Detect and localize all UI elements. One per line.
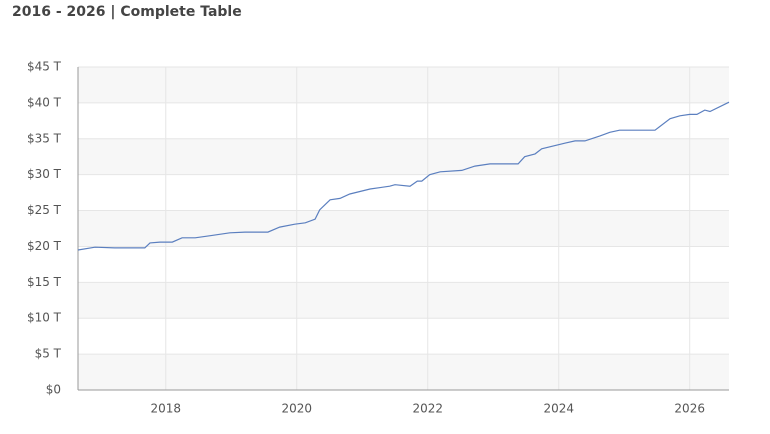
x-tick-label: 2026 — [674, 402, 705, 416]
x-tick-label: 2018 — [150, 402, 181, 416]
y-tick-label: $20 T — [27, 239, 62, 253]
background — [78, 66, 729, 391]
grid-band — [78, 282, 729, 319]
x-tick-label: 2020 — [281, 402, 312, 416]
y-tick-label: $35 T — [27, 131, 62, 145]
y-tick-label: $10 T — [27, 311, 62, 325]
line-series — [77, 101, 730, 251]
x-tick-label: 2022 — [412, 402, 443, 416]
grid-band — [78, 67, 729, 103]
grid-band — [78, 138, 729, 175]
y-tick-label: $45 T — [27, 60, 62, 74]
chart-title: 2016 - 2026 | Complete Table — [12, 4, 242, 20]
y-tick-label: $40 T — [27, 95, 62, 109]
grid-band — [78, 354, 729, 390]
y-tick-label: $15 T — [27, 275, 62, 289]
grid-band — [78, 210, 729, 247]
y-tick-label: $25 T — [27, 203, 62, 217]
y-tick-label: $30 T — [27, 167, 62, 181]
x-tick-label: 2024 — [543, 402, 574, 416]
y-tick-label: $0 — [46, 383, 61, 397]
y-tick-label: $5 T — [35, 347, 62, 361]
